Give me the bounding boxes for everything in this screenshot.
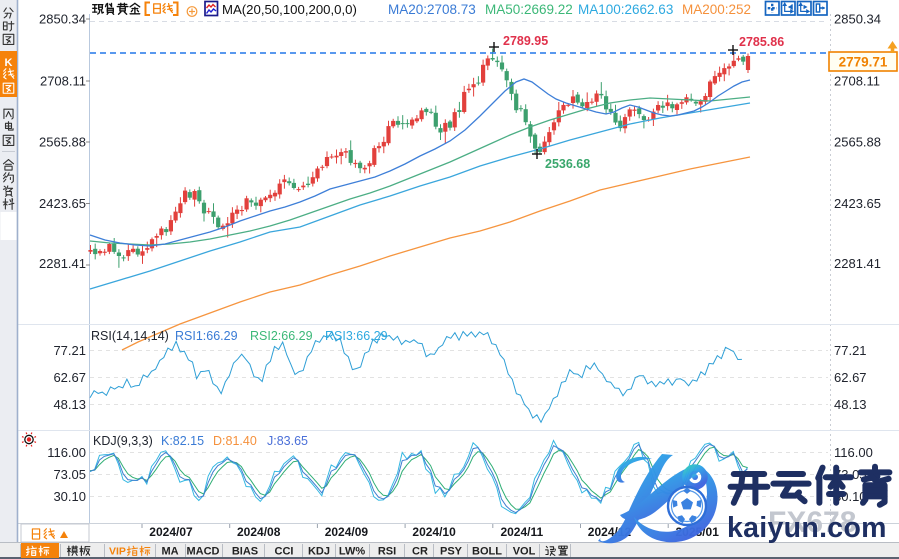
svg-text:2850.34: 2850.34 xyxy=(39,12,86,27)
svg-text:2779.71: 2779.71 xyxy=(839,55,888,70)
svg-text:KDJ: KDJ xyxy=(308,546,330,558)
svg-text:CCI: CCI xyxy=(275,546,294,558)
svg-text:MA: MA xyxy=(161,546,178,558)
svg-text:2565.88: 2565.88 xyxy=(834,135,881,150)
svg-text:D:81.40: D:81.40 xyxy=(213,434,257,448)
svg-text:2789.95: 2789.95 xyxy=(503,34,548,48)
svg-text:RSI1:66.29: RSI1:66.29 xyxy=(175,329,238,343)
svg-text:LW%: LW% xyxy=(339,546,365,558)
svg-text:2024/09: 2024/09 xyxy=(325,525,369,539)
svg-text:2536.68: 2536.68 xyxy=(545,157,590,171)
svg-text:2024/11: 2024/11 xyxy=(500,525,543,539)
svg-text:2850.34: 2850.34 xyxy=(834,12,881,27)
svg-text:2565.88: 2565.88 xyxy=(39,135,86,150)
svg-text:FX678: FX678 xyxy=(768,506,856,539)
svg-text:77.21: 77.21 xyxy=(834,343,867,358)
svg-text:62.67: 62.67 xyxy=(53,370,86,385)
svg-text:PSY: PSY xyxy=(440,546,463,558)
svg-text:MA20:2708.73: MA20:2708.73 xyxy=(388,2,476,17)
svg-text:48.13: 48.13 xyxy=(834,397,867,412)
svg-text:2024/10: 2024/10 xyxy=(412,525,456,539)
svg-text:116.00: 116.00 xyxy=(47,445,86,460)
svg-text:CR: CR xyxy=(412,546,428,558)
svg-text:RSI: RSI xyxy=(378,546,396,558)
svg-text:VOL: VOL xyxy=(513,546,536,558)
svg-text:2708.11: 2708.11 xyxy=(834,74,880,89)
svg-text:30.10: 30.10 xyxy=(53,489,86,504)
svg-text:62.67: 62.67 xyxy=(834,370,867,385)
svg-text:2281.41: 2281.41 xyxy=(834,256,881,271)
svg-text:MA100:2662.63: MA100:2662.63 xyxy=(578,2,673,17)
svg-text:RSI2:66.29: RSI2:66.29 xyxy=(250,329,313,343)
svg-text:MA200:252: MA200:252 xyxy=(682,2,751,17)
svg-text:RSI3:66.29: RSI3:66.29 xyxy=(325,329,388,343)
svg-text:2024/07: 2024/07 xyxy=(149,525,193,539)
svg-text:73.05: 73.05 xyxy=(53,467,86,482)
svg-text:2281.41: 2281.41 xyxy=(39,256,86,271)
svg-text:MA(20,50,100,200,0,0): MA(20,50,100,200,0,0) xyxy=(222,2,357,17)
svg-text:J:83.65: J:83.65 xyxy=(267,434,308,448)
svg-text:2785.86: 2785.86 xyxy=(739,35,784,49)
svg-text:KDJ(9,3,3): KDJ(9,3,3) xyxy=(93,434,153,448)
svg-text:K: K xyxy=(5,57,13,69)
svg-text:kaiyun.com: kaiyun.com xyxy=(727,512,887,544)
svg-text:RSI(14,14,14): RSI(14,14,14) xyxy=(91,329,169,343)
svg-text:MACD: MACD xyxy=(187,546,220,558)
svg-text:2423.65: 2423.65 xyxy=(39,196,86,211)
svg-text:77.21: 77.21 xyxy=(53,343,86,358)
svg-text:VIP: VIP xyxy=(109,546,126,558)
svg-text:2423.65: 2423.65 xyxy=(834,196,881,211)
svg-text:BOLL: BOLL xyxy=(472,546,502,558)
svg-text:K:82.15: K:82.15 xyxy=(161,434,204,448)
svg-text:MA50:2669.22: MA50:2669.22 xyxy=(485,2,573,17)
svg-text:2708.11: 2708.11 xyxy=(40,74,86,89)
svg-text:BIAS: BIAS xyxy=(232,546,258,558)
svg-text:48.13: 48.13 xyxy=(53,397,86,412)
svg-text:2024/08: 2024/08 xyxy=(237,525,281,539)
svg-text:116.00: 116.00 xyxy=(834,445,873,460)
